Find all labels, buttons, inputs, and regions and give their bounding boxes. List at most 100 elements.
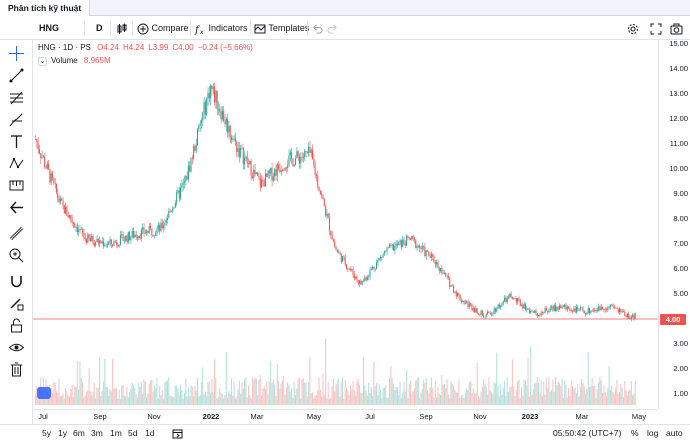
range-1d[interactable]: 1d [145, 428, 155, 438]
pattern-tool[interactable] [8, 155, 25, 172]
hide-tool[interactable] [8, 339, 25, 356]
volume-bar [356, 381, 358, 405]
legend-title[interactable]: HNG · 1D · PS [38, 43, 91, 52]
candle-body [479, 314, 481, 316]
goto-date-button[interactable] [172, 428, 183, 441]
candle-body [99, 240, 101, 244]
volume-bar [166, 380, 169, 405]
symbol-search[interactable]: HNG [39, 23, 59, 33]
volume-bar [126, 387, 128, 405]
volume-bar [82, 381, 84, 405]
auto-toggle[interactable]: auto [666, 428, 683, 438]
candle-body [488, 311, 490, 313]
back-tool[interactable] [8, 199, 25, 216]
fullscreen-button[interactable] [650, 16, 662, 40]
candle-body [391, 244, 393, 246]
compare-button[interactable]: Compare [137, 16, 189, 40]
volume-bar [467, 390, 469, 405]
range-3m[interactable]: 3m [91, 428, 103, 438]
remove-tool[interactable] [8, 361, 25, 378]
candle-body [543, 312, 545, 314]
volume-bar [58, 378, 60, 405]
chart-type-button[interactable] [116, 16, 128, 40]
volume-bar [55, 391, 57, 405]
candle-body [590, 310, 592, 314]
candle-body [240, 147, 242, 157]
candle-body [573, 308, 575, 312]
zoom-tool[interactable] [8, 247, 25, 264]
candle-body [545, 308, 547, 311]
measure-tool[interactable] [8, 225, 25, 242]
interval-button[interactable]: D [96, 23, 103, 33]
range-5y[interactable]: 5y [42, 428, 51, 438]
candle-body [376, 262, 378, 270]
volume-bar [130, 388, 132, 405]
candle-body [238, 148, 240, 157]
candle-body [387, 247, 389, 249]
volume-bar [163, 398, 165, 405]
candle-body [246, 156, 248, 164]
log-toggle[interactable]: log [647, 428, 659, 438]
percent-toggle[interactable]: % [631, 428, 639, 438]
volume-bar [242, 388, 244, 405]
magnet-tool[interactable] [8, 273, 25, 290]
volume-bar [147, 393, 149, 405]
crosshair-tool[interactable] [8, 45, 25, 62]
candle-body [232, 139, 234, 141]
volume-bar [579, 386, 581, 405]
candle-body [245, 156, 247, 158]
lock-tool[interactable] [8, 317, 25, 334]
candle-body [328, 217, 331, 232]
volume-bar [625, 390, 627, 405]
range-6m[interactable]: 6m [73, 428, 85, 438]
volume-label[interactable]: Volume [51, 56, 78, 65]
volume-bar [251, 377, 253, 405]
volume-bar [442, 385, 444, 405]
text-tool[interactable] [8, 133, 25, 150]
fib-tool[interactable] [8, 89, 25, 106]
candle-body [213, 86, 216, 103]
collapse-chevron-icon[interactable]: ⌄ [38, 57, 47, 66]
candle-body [571, 311, 574, 312]
volume-bar [294, 395, 297, 405]
candle-body [35, 139, 37, 140]
price-scale[interactable]: 15.00 14.00 13.00 12.00 11.00 10.00 9.00 8.00 7.… [658, 39, 690, 409]
candle-body [330, 231, 332, 236]
undo-button[interactable] [312, 16, 323, 40]
candle-body [629, 317, 631, 320]
volume-bar [434, 380, 436, 405]
price-tick: 14.00 [669, 64, 688, 73]
range-5d[interactable]: 5d [128, 428, 138, 438]
templates-button[interactable]: Templates [254, 16, 309, 40]
volume-bar [280, 383, 282, 405]
range-1y[interactable]: 1y [58, 428, 67, 438]
window-tab[interactable]: Phân tích kỹ thuật [0, 0, 91, 16]
stay-drawing-tool[interactable] [8, 295, 25, 312]
volume-bar [515, 389, 517, 405]
redo-button[interactable] [327, 16, 338, 40]
range-1m[interactable]: 1m [110, 428, 122, 438]
settings-button[interactable] [627, 16, 639, 40]
candle-body [535, 310, 537, 314]
trendline-tool[interactable] [8, 67, 25, 84]
volume-bar [183, 393, 185, 405]
time-axis[interactable]: Jul Sep Nov 2022 Mar May Jul Sep Nov 2023 Mar May [33, 409, 658, 423]
candle-body [485, 314, 487, 318]
volume-bar [562, 397, 564, 405]
volume-bar [314, 396, 316, 405]
brush-tool[interactable] [8, 111, 25, 128]
price-chart[interactable] [33, 40, 658, 409]
prediction-tool[interactable] [8, 177, 25, 194]
candle-body [409, 238, 412, 240]
candle-body [227, 118, 229, 133]
candle-body [548, 309, 550, 313]
volume-bar [85, 392, 87, 405]
volume-bar [68, 396, 71, 405]
candle-body [160, 222, 162, 232]
fullscreen-icon [650, 23, 662, 35]
candle-body [403, 239, 405, 244]
candle-body [38, 149, 40, 154]
clock[interactable]: 05:50:42 (UTC+7) [553, 428, 622, 438]
snapshot-button[interactable] [670, 16, 683, 40]
